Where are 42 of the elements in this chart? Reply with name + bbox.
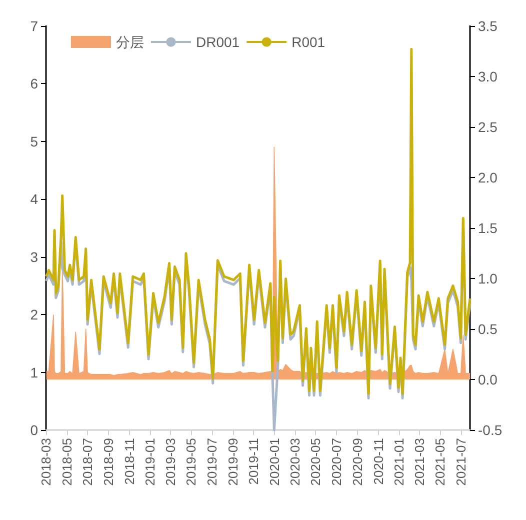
x-tick-label: 2020-09 xyxy=(350,438,366,486)
x-tick-label: 2021-03 xyxy=(412,438,427,486)
y2-tick-label: 0.5 xyxy=(478,321,498,337)
x-tick-label: 2020-03 xyxy=(287,438,302,486)
x-tick-label: 2019-09 xyxy=(225,438,240,486)
y2-tick-label: 0.0 xyxy=(478,372,498,388)
x-tick-label: 2019-03 xyxy=(162,438,178,486)
legend-label: R001 xyxy=(292,34,326,50)
x-tick-label: 2021-07 xyxy=(453,438,468,486)
x-tick-label: 2020-07 xyxy=(329,438,344,486)
x-tick-label: 2018-03 xyxy=(38,438,54,486)
y2-tick-label: 2.0 xyxy=(478,170,498,186)
y2-tick-label: 1.5 xyxy=(478,220,498,236)
y2-tick-label: 3.0 xyxy=(478,68,498,84)
x-tick-label: 2019-11 xyxy=(246,438,262,485)
y2-tick-label: 3.5 xyxy=(478,18,498,34)
y-tick-label: 0 xyxy=(30,422,38,438)
y-tick-label: 7 xyxy=(30,18,38,34)
legend-label: DR001 xyxy=(196,34,240,50)
x-tick-label: 2018-07 xyxy=(80,438,96,486)
x-tick-label: 2021-05 xyxy=(432,438,448,486)
y2-tick-label: 1.0 xyxy=(478,270,498,286)
line-series xyxy=(45,48,472,395)
x-tick-label: 2019-01 xyxy=(142,438,158,486)
x-tick-label: 2018-09 xyxy=(101,438,116,486)
y-tick-label: 2 xyxy=(30,306,38,323)
x-tick-label: 2020-01 xyxy=(267,438,282,486)
x-tick-label: 2019-05 xyxy=(184,438,199,486)
x-tick-label: 2018-05 xyxy=(59,438,74,486)
x-tick-label: 2019-07 xyxy=(204,438,220,486)
y2-tick-label: 2.5 xyxy=(478,119,498,135)
y-tick-label: 4 xyxy=(30,191,38,208)
legend-label: 分层 xyxy=(116,34,144,50)
x-tick-label: 2020-11 xyxy=(370,438,386,485)
x-tick-label: 2021-01 xyxy=(392,438,407,486)
y-tick-label: 1 xyxy=(30,364,38,380)
y-tick-label: 5 xyxy=(30,133,38,150)
y-tick-label: 6 xyxy=(30,76,38,92)
y2-tick-label: -0.5 xyxy=(478,422,502,438)
y-tick-label: 3 xyxy=(30,248,38,265)
x-tick-label: 2020-05 xyxy=(308,438,324,486)
x-tick-label: 2018-11 xyxy=(122,438,137,485)
